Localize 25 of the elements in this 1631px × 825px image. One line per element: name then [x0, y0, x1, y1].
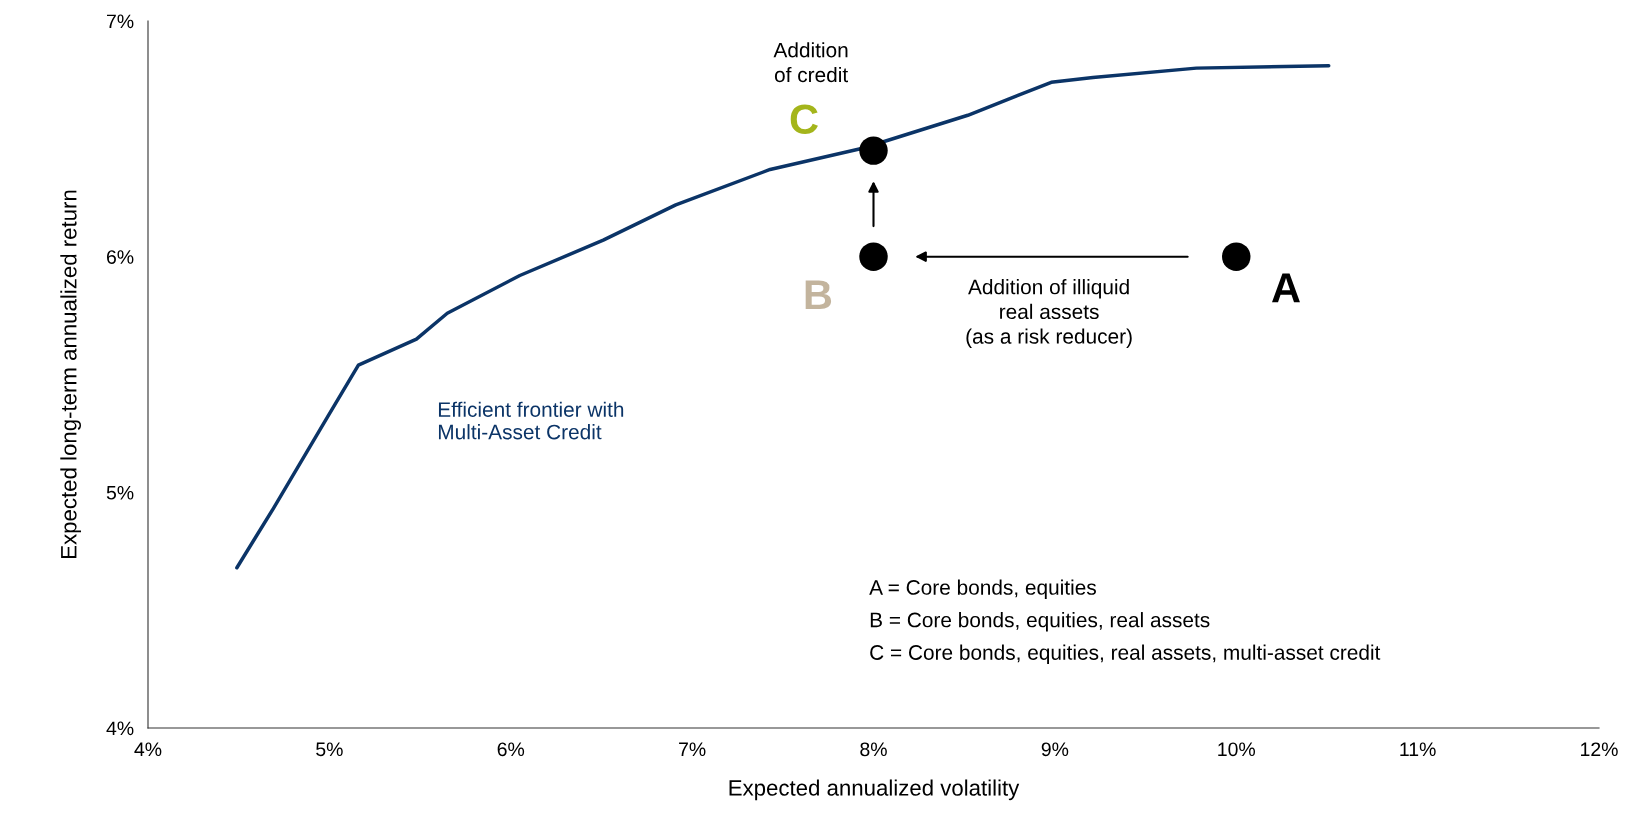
x-tick-label: 5%	[316, 742, 343, 757]
x-tick-label: 11%	[1400, 742, 1436, 757]
line-series	[235, 64, 1331, 570]
annotation: Addition of credit	[773, 42, 849, 83]
y-axis-title: Expected long-term annualized return	[60, 190, 82, 558]
x-tick-label: 12%	[1581, 742, 1618, 757]
y-tick-label: 5%	[106, 485, 134, 500]
x-axis-title: Expected annualized volatility	[729, 779, 1020, 801]
x-tick-label: 7%	[679, 742, 706, 757]
x-tick-label: 6%	[497, 742, 525, 757]
annotation: B = Core bonds, equities, real assets	[870, 612, 1210, 632]
data-label: A	[1272, 273, 1300, 303]
x-tick-label: 4%	[134, 742, 162, 757]
y-tick-label: 6%	[107, 250, 134, 264]
data-label: B	[805, 280, 832, 310]
annotation: C = Core bonds, equities, real assets, multi-asset credit	[870, 644, 1381, 664]
annotation: A = Core bonds, equities	[869, 579, 1096, 599]
y-tick-label: 4%	[106, 721, 134, 736]
y-tick-label: 7%	[107, 14, 134, 29]
x-tick-label: 10%	[1218, 742, 1256, 757]
annotation: Addition of illiquid real assets (as a risk reducer)	[966, 279, 1132, 348]
data-label: C	[790, 104, 818, 135]
text: Efficient frontier with Multi-Asset Credit	[438, 401, 624, 440]
x-tick-label: 9%	[1041, 742, 1069, 757]
x-tick-label: 8%	[860, 742, 887, 757]
